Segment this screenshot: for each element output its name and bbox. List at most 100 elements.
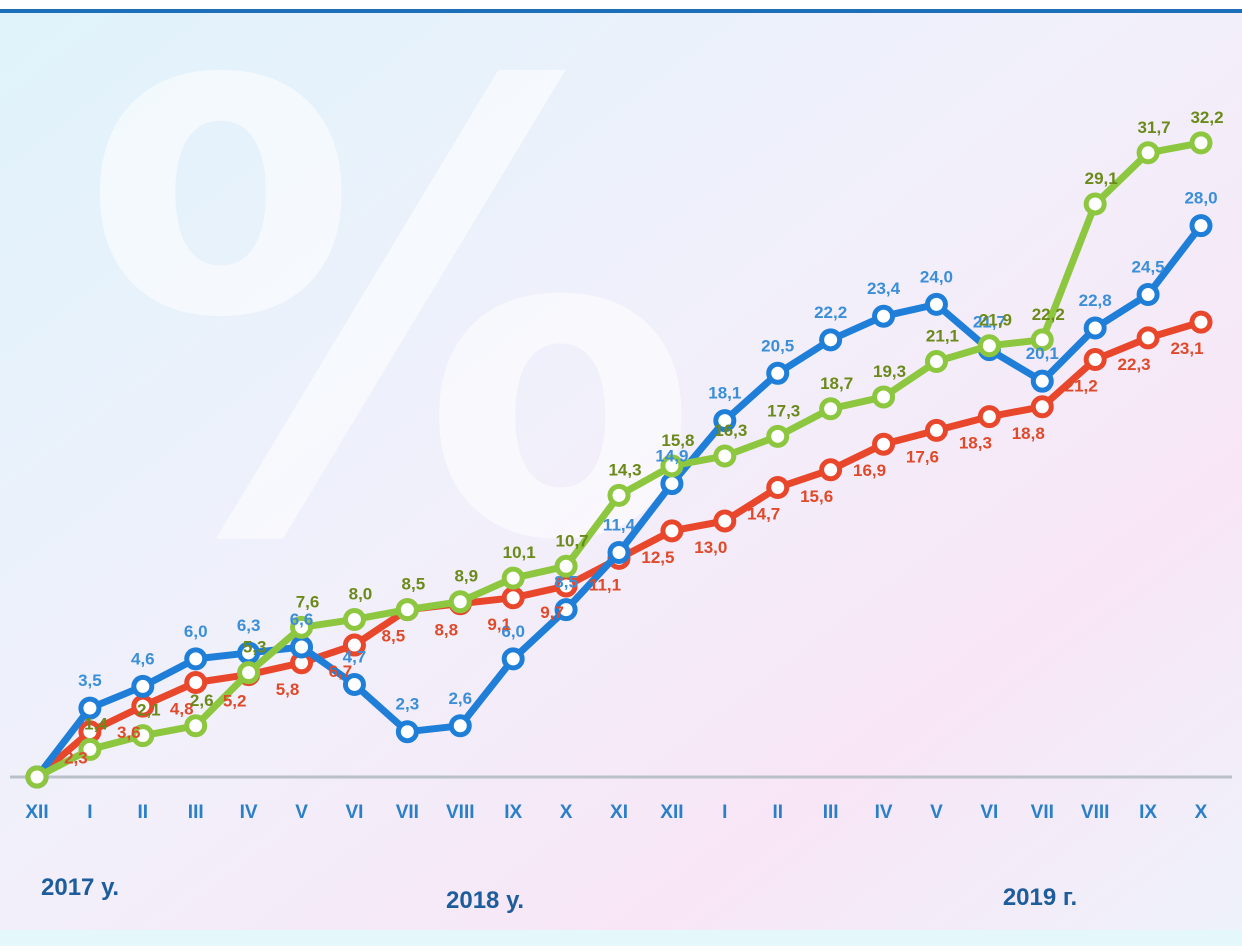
value-label: 5,2 — [223, 692, 247, 711]
value-label: 5,8 — [276, 680, 300, 699]
data-point — [980, 337, 998, 355]
data-point — [1139, 329, 1157, 347]
value-label: 10,1 — [503, 543, 536, 562]
data-point — [663, 522, 681, 540]
value-label: 14,7 — [747, 505, 780, 524]
value-label: 8,0 — [349, 584, 373, 603]
value-label: 18,7 — [820, 374, 853, 393]
data-point — [927, 352, 945, 370]
data-point — [293, 638, 311, 656]
data-point — [504, 569, 522, 587]
value-label: 23,4 — [867, 279, 901, 298]
data-point — [187, 650, 205, 668]
data-point — [769, 427, 787, 445]
x-tick-label: VI — [345, 802, 363, 823]
value-label: 18,3 — [959, 434, 992, 453]
x-tick-label: V — [295, 802, 308, 823]
data-point — [1086, 351, 1104, 369]
data-point — [1139, 286, 1157, 304]
value-label: 32,2 — [1190, 108, 1223, 127]
data-point — [28, 768, 46, 786]
value-label: 22,8 — [1079, 291, 1112, 310]
data-point — [980, 408, 998, 426]
x-tick-label: X — [1195, 802, 1208, 823]
x-tick-label: VIII — [1081, 802, 1110, 823]
x-tick-label: IX — [504, 802, 522, 823]
value-label: 24,0 — [920, 267, 953, 286]
value-label: 22,2 — [814, 303, 847, 322]
value-label: 8,5 — [554, 573, 578, 592]
value-label: 2,6 — [448, 689, 472, 708]
x-tick-label: II — [772, 802, 783, 823]
x-tick-label: III — [823, 802, 839, 823]
value-label: 16,9 — [853, 461, 886, 480]
data-point — [610, 544, 628, 562]
value-label: 2,1 — [137, 701, 161, 720]
value-label: 11,4 — [603, 516, 636, 535]
chart: % XIIIIIIIIIVVVIVIIVIIIIXXXIXIIIIIIIIIVV… — [0, 0, 1242, 946]
data-point — [769, 479, 787, 497]
value-label: 8,5 — [402, 575, 426, 594]
value-label: 18,8 — [1012, 424, 1045, 443]
value-label: 6,7 — [329, 662, 353, 681]
value-label: 4,6 — [131, 649, 155, 668]
data-point — [240, 664, 258, 682]
data-point — [134, 677, 152, 695]
x-tick-label: VIII — [446, 802, 475, 823]
x-tick-label: II — [138, 802, 149, 823]
value-label: 16,3 — [714, 421, 747, 440]
data-point — [822, 400, 840, 418]
value-label: 2,3 — [396, 695, 420, 714]
value-label: 21,9 — [979, 311, 1012, 330]
data-point — [451, 593, 469, 611]
year-label: 2019 г. — [1003, 884, 1077, 911]
value-label: 3,6 — [117, 723, 141, 742]
data-point — [1086, 319, 1104, 337]
x-tick-label: XII — [25, 802, 48, 823]
data-point — [1192, 217, 1210, 235]
data-point — [1086, 195, 1104, 213]
value-label: 5,3 — [243, 638, 267, 657]
x-tick-label: X — [560, 802, 573, 823]
data-point — [875, 307, 893, 325]
value-label: 2,3 — [64, 749, 88, 768]
data-point — [504, 589, 522, 607]
value-label: 11,1 — [589, 575, 621, 594]
value-label: 15,8 — [661, 431, 694, 450]
value-label: 12,5 — [641, 548, 674, 567]
bottom-strip — [0, 930, 1242, 946]
data-point — [769, 364, 787, 382]
data-point — [875, 388, 893, 406]
value-label: 17,3 — [767, 401, 800, 420]
x-tick-label: VII — [396, 802, 419, 823]
x-tick-label: III — [188, 802, 204, 823]
value-label: 6,6 — [290, 610, 314, 629]
x-tick-label: IX — [1139, 802, 1157, 823]
data-point — [504, 650, 522, 668]
value-label: 28,0 — [1184, 189, 1217, 208]
value-label: 14,3 — [608, 460, 641, 479]
data-point — [1192, 313, 1210, 331]
x-tick-label: IV — [875, 802, 893, 823]
data-point — [398, 601, 416, 619]
data-point — [610, 486, 628, 504]
x-tick-label: XI — [610, 802, 628, 823]
data-point — [1139, 144, 1157, 162]
value-label: 22,3 — [1118, 355, 1151, 374]
value-label: 18,1 — [708, 384, 741, 403]
page: % XIIIIIIIIIVVVIVIIVIIIIXXXIXIIIIIIIIIVV… — [0, 0, 1242, 946]
data-point — [451, 717, 469, 735]
value-label: 23,1 — [1170, 339, 1203, 358]
value-label: 3,5 — [78, 671, 102, 690]
value-label: 17,6 — [906, 447, 939, 466]
value-label: 6,0 — [184, 622, 208, 641]
value-label: 21,2 — [1065, 377, 1098, 396]
value-label: 8,5 — [382, 627, 406, 646]
value-label: 2,6 — [190, 691, 214, 710]
value-label: 8,8 — [434, 621, 458, 640]
data-point — [1192, 134, 1210, 152]
data-point — [1033, 398, 1051, 416]
year-label: 2018 у. — [446, 887, 524, 914]
value-label: 9,1 — [487, 615, 511, 634]
value-label: 15,6 — [800, 487, 833, 506]
